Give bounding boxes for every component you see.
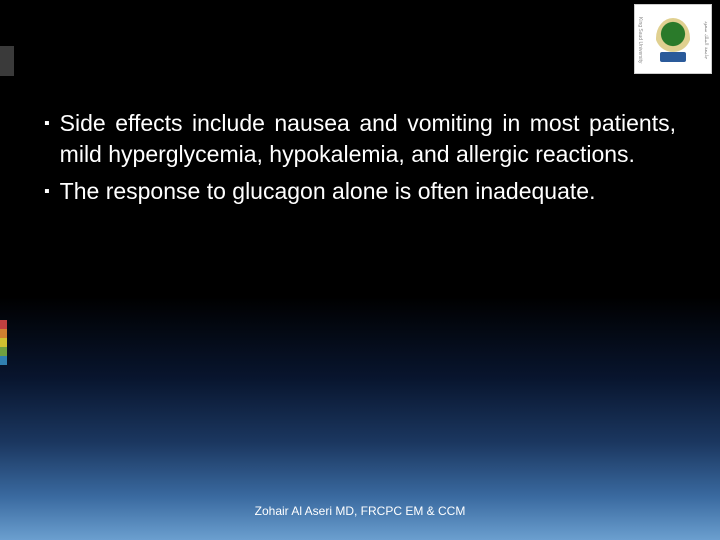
title-area: Management Glucagon bbox=[20, 8, 630, 75]
logo-caption-en: King Saud University bbox=[637, 13, 643, 67]
bullet-text: Side effects include nausea and vomiting… bbox=[60, 108, 676, 170]
university-logo: جامعة الملك سعود King Saud University bbox=[634, 4, 712, 74]
title-line-1: Management bbox=[20, 8, 630, 42]
bullet-text: The response to glucagon alone is often … bbox=[60, 176, 676, 207]
title-accent-bar bbox=[0, 46, 14, 76]
bullet-item: ▪ The response to glucagon alone is ofte… bbox=[44, 176, 676, 207]
left-color-strip bbox=[0, 320, 7, 365]
bullet-marker-icon: ▪ bbox=[44, 176, 50, 207]
footer-credit: Zohair Al Aseri MD, FRCPC EM & CCM bbox=[0, 504, 720, 518]
content-area: ▪ Side effects include nausea and vomiti… bbox=[44, 108, 676, 213]
strip-segment bbox=[0, 320, 7, 329]
strip-segment bbox=[0, 329, 7, 338]
title-line-2: Glucagon bbox=[20, 42, 630, 76]
logo-emblem-icon bbox=[656, 18, 690, 58]
logo-caption-ar: جامعة الملك سعود bbox=[703, 13, 709, 67]
bullet-marker-icon: ▪ bbox=[44, 108, 50, 170]
strip-segment bbox=[0, 356, 7, 365]
bullet-item: ▪ Side effects include nausea and vomiti… bbox=[44, 108, 676, 170]
slide-container: Management Glucagon جامعة الملك سعود Kin… bbox=[0, 0, 720, 540]
strip-segment bbox=[0, 347, 7, 356]
strip-segment bbox=[0, 338, 7, 347]
